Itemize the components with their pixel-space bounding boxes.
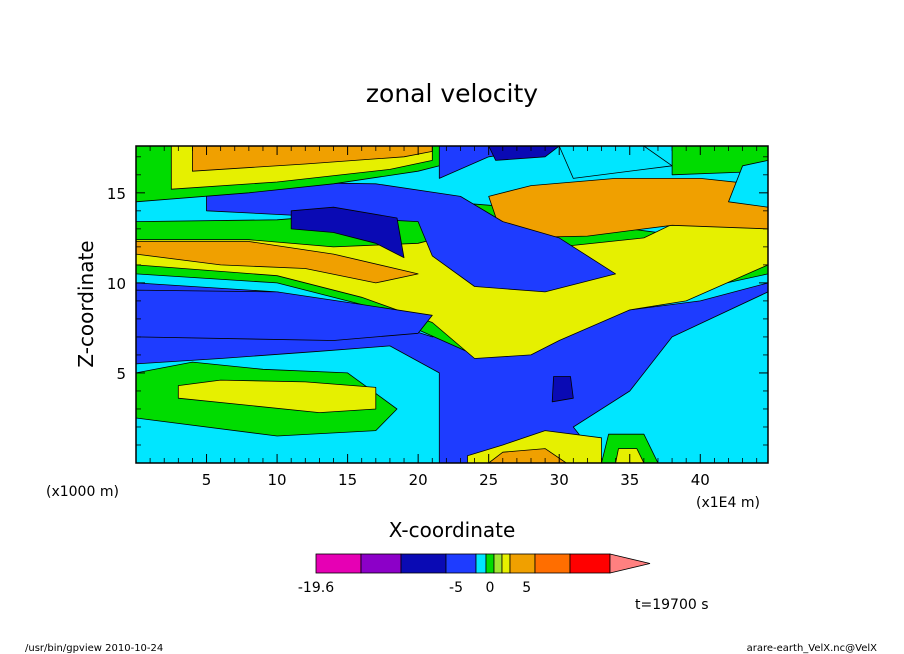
footer-right: arare-earth_VelX.nc@VelX: [747, 643, 878, 654]
contour-region-orange: [488, 448, 567, 463]
y-tick-label: 5: [116, 365, 126, 383]
colorbar-tick-label: 0: [486, 580, 495, 596]
contour-region-blue: [136, 289, 433, 341]
colorbar-swatch: [445, 553, 477, 574]
y-axis-label: Z-coordinate: [74, 240, 98, 367]
plot-frame: [135, 145, 769, 464]
x-tick-label: 30: [550, 471, 569, 489]
time-label: t=19700 s: [635, 597, 709, 613]
contour-region-yellow: [177, 379, 377, 414]
contour-region-cyan: [728, 159, 768, 208]
contour-region-orange: [136, 241, 419, 284]
contour-region-orange: [488, 177, 768, 239]
x-tick-label: 20: [409, 471, 428, 489]
y-tick-label: 15: [107, 185, 126, 203]
contour-region-darkblue: [488, 146, 560, 161]
contour-region-yellow: [136, 210, 768, 359]
x-tick-label: 40: [691, 471, 710, 489]
x-axis-label: X-coordinate: [389, 518, 516, 542]
colorbar-swatch: [485, 553, 495, 574]
colorbar-swatch: [475, 553, 487, 574]
contour-region-cyan: [558, 146, 673, 179]
footer-left: /usr/bin/gpview 2010-10-24: [25, 643, 163, 654]
contour-region-blue: [438, 146, 560, 179]
y-axis-ticks: 5 10 15: [107, 156, 768, 446]
contour-region-cyan: [572, 291, 768, 463]
colorbar-tick-label: -5: [449, 580, 463, 596]
x-axis-ticks: 5 10 15 20 25 30 35 40: [149, 146, 758, 489]
colorbar-swatch: [569, 553, 611, 574]
chart-title: zonal velocity: [366, 79, 538, 108]
y-tick-label: 10: [107, 275, 126, 293]
colorbar-tick-label: -19.6: [298, 580, 334, 596]
colorbar-swatch: [400, 553, 447, 574]
colorbar-swatch: [493, 553, 503, 574]
colorbar-tick-labels: -19.6 -5 0 5: [298, 580, 531, 596]
x-tick-label: 35: [620, 471, 639, 489]
colorbar-tick-label: 5: [522, 580, 531, 596]
x-tick-label: 10: [268, 471, 287, 489]
x-tick-label: 25: [479, 471, 498, 489]
colorbar-swatch: [509, 553, 536, 574]
contour-field: [136, 146, 768, 463]
colorbar-swatch: [315, 553, 362, 574]
x-tick-label: 15: [338, 471, 357, 489]
contour-region-darkblue: [551, 376, 574, 403]
colorbar-swatch: [534, 553, 571, 574]
colorbar-swatch: [501, 553, 511, 574]
colorbar: [315, 553, 651, 574]
y-units-label: (x1000 m): [46, 484, 119, 500]
contour-region-darkblue: [290, 206, 405, 259]
colorbar-extend-arrow: [609, 553, 651, 574]
x-tick-label: 5: [202, 471, 212, 489]
x-units-label: (x1E4 m): [696, 495, 760, 511]
colorbar-swatch: [360, 553, 402, 574]
contour-region-orange: [191, 146, 433, 172]
